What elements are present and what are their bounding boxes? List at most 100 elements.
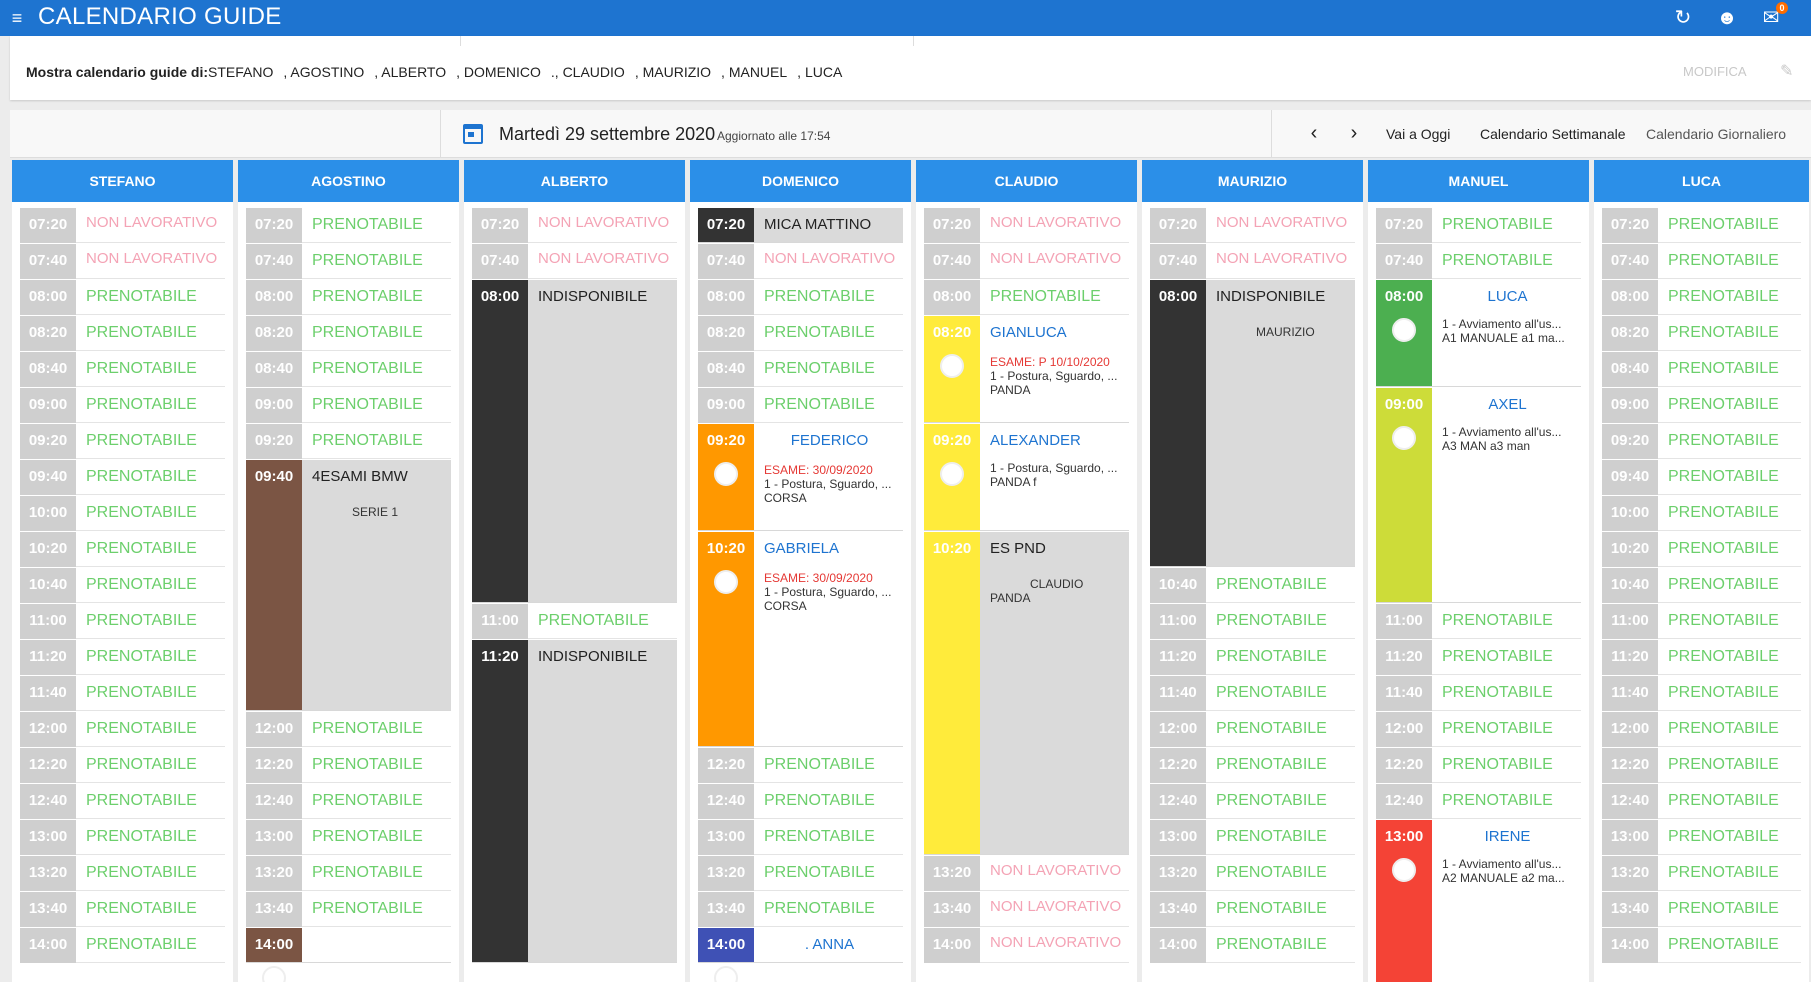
slot-prenotabile[interactable]: 13:20PRENOTABILE [1602,856,1801,891]
slot-prenotabile[interactable]: 13:40PRENOTABILE [246,892,451,927]
slot-prenotabile[interactable]: 09:20PRENOTABILE [1602,424,1801,459]
slot-prenotabile[interactable]: 12:40PRENOTABILE [1150,784,1355,819]
slot-prenotabile[interactable]: 08:40PRENOTABILE [20,352,225,387]
slot-prenotabile[interactable]: 09:00PRENOTABILE [1602,388,1801,423]
slot-prenotabile[interactable]: 13:40PRENOTABILE [1150,892,1355,927]
slot-prenotabile[interactable]: 08:20PRENOTABILE [1602,316,1801,351]
slot-prenotabile[interactable]: 11:00PRENOTABILE [1376,604,1581,639]
slot-prenotabile[interactable]: 08:40PRENOTABILE [698,352,903,387]
slot-prenotabile[interactable]: 12:20PRENOTABILE [698,748,903,783]
slot-prenotabile[interactable]: 07:20PRENOTABILE [1602,208,1801,243]
slot-prenotabile[interactable]: 11:20PRENOTABILE [1150,640,1355,675]
slot-prenotabile[interactable]: 09:00PRENOTABILE [20,388,225,423]
pencil-icon[interactable]: ✎ [1780,61,1793,81]
slot-prenotabile[interactable]: 12:40PRENOTABILE [1376,784,1581,819]
slot-prenotabile[interactable]: 13:40PRENOTABILE [1602,892,1801,927]
column-header-agostino[interactable]: AGOSTINO [238,160,459,202]
slot-prenotabile[interactable]: 11:20PRENOTABILE [20,640,225,675]
column-header-claudio[interactable]: CLAUDIO [916,160,1137,202]
chat-icon[interactable]: ✉0 [1758,5,1784,31]
slot-prenotabile[interactable]: 11:00PRENOTABILE [20,604,225,639]
slot-prenotabile[interactable]: 13:00PRENOTABILE [1602,820,1801,855]
filter-instructor-name[interactable]: , MAURIZIO [635,64,711,80]
slot-prenotabile[interactable]: 09:20PRENOTABILE [246,424,451,459]
slot-prenotabile[interactable]: 08:00PRENOTABILE [698,280,903,315]
slot-prenotabile[interactable]: 11:20PRENOTABILE [1602,640,1801,675]
appointment[interactable]: 10:20ES PNDCLAUDIOPANDA [924,532,1129,855]
appointment[interactable]: 08:00INDISPONIBILEMAURIZIO [1150,280,1355,567]
slot-prenotabile[interactable]: 07:20PRENOTABILE [246,208,451,243]
slot-prenotabile[interactable]: 07:20PRENOTABILE [1376,208,1581,243]
filter-instructor-name[interactable]: , DOMENICO [456,64,541,80]
slot-prenotabile[interactable]: 12:00PRENOTABILE [246,712,451,747]
slot-prenotabile[interactable]: 13:20PRENOTABILE [1150,856,1355,891]
slot-prenotabile[interactable]: 13:20PRENOTABILE [20,856,225,891]
slot-prenotabile[interactable]: 10:00PRENOTABILE [1602,496,1801,531]
appointment[interactable]: 08:00LUCA1 - Avviamento all'us...A1 MANU… [1376,280,1581,387]
column-header-alberto[interactable]: ALBERTO [464,160,685,202]
filter-instructor-name[interactable]: STEFANO [208,64,273,80]
slot-prenotabile[interactable]: 08:00PRENOTABILE [1602,280,1801,315]
slot-prenotabile[interactable]: 08:00PRENOTABILE [20,280,225,315]
appointment[interactable]: 07:20MICA MATTINO [698,208,903,243]
appointment[interactable]: 09:00AXEL1 - Avviamento all'us...A3 MAN … [1376,388,1581,603]
slot-prenotabile[interactable]: 12:00PRENOTABILE [1150,712,1355,747]
slot-prenotabile[interactable]: 11:20PRENOTABILE [1376,640,1581,675]
slot-prenotabile[interactable]: 10:40PRENOTABILE [1150,568,1355,603]
slot-prenotabile[interactable]: 10:40PRENOTABILE [1602,568,1801,603]
slot-prenotabile[interactable]: 12:20PRENOTABILE [1150,748,1355,783]
modifica-button[interactable]: MODIFICA [1683,64,1747,79]
slot-prenotabile[interactable]: 12:20PRENOTABILE [246,748,451,783]
column-header-domenico[interactable]: DOMENICO [690,160,911,202]
slot-prenotabile[interactable]: 12:00PRENOTABILE [1376,712,1581,747]
appointment[interactable]: 09:404ESAMI BMWSERIE 1 [246,460,451,711]
slot-prenotabile[interactable]: 08:20PRENOTABILE [698,316,903,351]
slot-prenotabile[interactable]: 12:40PRENOTABILE [246,784,451,819]
slot-prenotabile[interactable]: 13:00PRENOTABILE [1150,820,1355,855]
slot-prenotabile[interactable]: 09:00PRENOTABILE [246,388,451,423]
weekly-calendar-button[interactable]: Calendario Settimanale [1480,126,1626,142]
slot-prenotabile[interactable]: 08:20PRENOTABILE [246,316,451,351]
slot-prenotabile[interactable]: 13:40PRENOTABILE [698,892,903,927]
slot-prenotabile[interactable]: 09:00PRENOTABILE [698,388,903,423]
column-header-stefano[interactable]: STEFANO [12,160,233,202]
daily-calendar-button[interactable]: Calendario Giornaliero [1646,126,1786,142]
slot-prenotabile[interactable]: 12:40PRENOTABILE [20,784,225,819]
slot-prenotabile[interactable]: 07:40PRENOTABILE [1376,244,1581,279]
appointment[interactable]: 11:20INDISPONIBILE [472,640,677,963]
filter-instructor-name[interactable]: , AGOSTINO [283,64,364,80]
slot-prenotabile[interactable]: 11:00PRENOTABILE [1150,604,1355,639]
slot-prenotabile[interactable]: 12:20PRENOTABILE [1602,748,1801,783]
slot-prenotabile[interactable]: 11:40PRENOTABILE [1376,676,1581,711]
appointment[interactable]: 14:00. ANNA [698,928,903,963]
slot-prenotabile[interactable]: 12:20PRENOTABILE [20,748,225,783]
slot-prenotabile[interactable]: 12:00PRENOTABILE [1602,712,1801,747]
appointment[interactable]: 08:20GIANLUCAESAME: P 10/10/20201 - Post… [924,316,1129,423]
slot-prenotabile[interactable]: 12:40PRENOTABILE [1602,784,1801,819]
slot-prenotabile[interactable]: 13:40PRENOTABILE [20,892,225,927]
slot-prenotabile[interactable]: 11:40PRENOTABILE [1150,676,1355,711]
appointment[interactable]: 14:00 [246,928,451,963]
prev-day-button[interactable]: ‹ [1302,122,1326,144]
slot-prenotabile[interactable]: 11:00PRENOTABILE [472,604,677,639]
slot-prenotabile[interactable]: 12:00PRENOTABILE [20,712,225,747]
slot-prenotabile[interactable]: 08:40PRENOTABILE [246,352,451,387]
hamburger-icon[interactable]: ≡ [6,8,28,28]
slot-prenotabile[interactable]: 08:00PRENOTABILE [246,280,451,315]
column-header-maurizio[interactable]: MAURIZIO [1142,160,1363,202]
slot-prenotabile[interactable]: 10:20PRENOTABILE [20,532,225,567]
column-header-manuel[interactable]: MANUEL [1368,160,1589,202]
filter-instructor-name[interactable]: ., CLAUDIO [551,64,625,80]
slot-prenotabile[interactable]: 13:00PRENOTABILE [246,820,451,855]
slot-prenotabile[interactable]: 14:00PRENOTABILE [1150,928,1355,963]
slot-prenotabile[interactable]: 13:20PRENOTABILE [246,856,451,891]
slot-prenotabile[interactable]: 10:40PRENOTABILE [20,568,225,603]
appointment[interactable]: 08:00INDISPONIBILE [472,280,677,603]
slot-prenotabile[interactable]: 13:20PRENOTABILE [698,856,903,891]
slot-prenotabile[interactable]: 11:00PRENOTABILE [1602,604,1801,639]
filter-instructor-name[interactable]: , MANUEL [721,64,787,80]
slot-prenotabile[interactable]: 07:40PRENOTABILE [246,244,451,279]
slot-prenotabile[interactable]: 14:00PRENOTABILE [20,928,225,963]
slot-prenotabile[interactable]: 09:40PRENOTABILE [1602,460,1801,495]
slot-prenotabile[interactable]: 11:40PRENOTABILE [1602,676,1801,711]
